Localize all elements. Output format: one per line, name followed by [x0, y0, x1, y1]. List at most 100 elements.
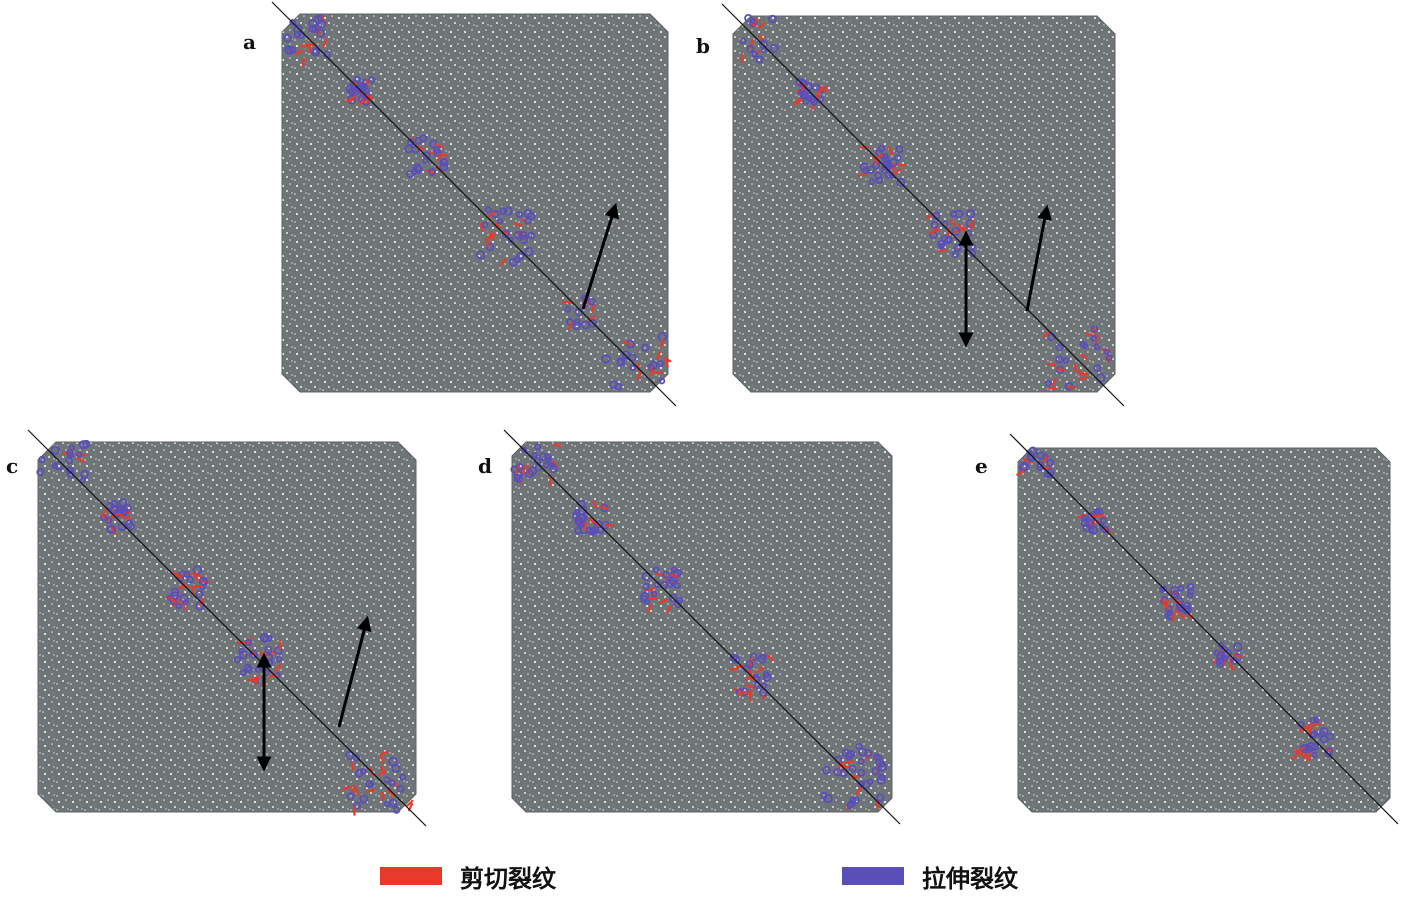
tension-crack [1064, 381, 1074, 391]
tension-crack [746, 44, 755, 53]
tension-crack [520, 446, 528, 454]
tension-crack [38, 455, 46, 464]
fault-line-e [1009, 433, 1399, 825]
tension-crack [1082, 523, 1092, 533]
shear-crack [1304, 752, 1311, 760]
tension-crack [571, 321, 581, 331]
shear-crack [76, 457, 85, 463]
tension-crack [515, 211, 523, 219]
shear-crack [755, 666, 764, 673]
tension-crack [1166, 609, 1173, 617]
tension-crack [245, 639, 253, 647]
tension-crack [286, 46, 294, 55]
tension-crack [1232, 652, 1242, 663]
shear-crack [308, 43, 312, 54]
crack-zone-d [510, 442, 888, 811]
tension-crack [1310, 730, 1318, 739]
shear-crack [958, 224, 965, 232]
shear-crack [844, 760, 854, 764]
shear-crack [561, 300, 571, 304]
shear-crack [191, 585, 195, 596]
shear-crack [406, 799, 414, 807]
tension-crack [549, 464, 558, 474]
tension-crack [66, 451, 74, 459]
tension-crack [889, 158, 899, 167]
legend-item-tension: 拉伸裂纹 [842, 862, 1018, 893]
tension-crack [1099, 516, 1107, 524]
tension-crack [1217, 641, 1225, 648]
tension-crack [195, 590, 204, 599]
tension-crack [639, 594, 648, 603]
tension-crack [576, 518, 586, 528]
tension-crack [120, 509, 127, 516]
tension-crack [745, 660, 754, 669]
tension-crack [749, 18, 758, 28]
tension-crack [170, 591, 180, 601]
tension-crack [951, 250, 959, 258]
shear-crack [1080, 353, 1089, 361]
shear-crack [345, 98, 355, 103]
tension-crack [513, 470, 523, 480]
shear-crack [353, 786, 360, 795]
tension-crack [383, 776, 391, 784]
tension-crack [938, 240, 945, 247]
tension-crack [673, 600, 683, 609]
shear-crack [891, 162, 897, 172]
panel-label-e: e [975, 454, 988, 478]
tension-crack [353, 801, 362, 810]
tension-crack [877, 144, 886, 153]
shear-crack [300, 43, 310, 48]
tension-crack [358, 81, 368, 92]
tension-crack [1215, 657, 1224, 665]
panel-label-c: c [6, 454, 19, 478]
tension-crack [729, 653, 739, 663]
shear-crack [928, 229, 938, 235]
tension-crack [1216, 654, 1223, 661]
shear-crack [1077, 370, 1086, 376]
tension-crack [820, 791, 828, 800]
tension-crack [496, 218, 504, 225]
tension-crack [930, 220, 939, 229]
shear-crack [118, 512, 126, 520]
displacement-arrow-c [337, 615, 372, 728]
tension-crack [857, 768, 866, 777]
tension-crack [422, 151, 431, 160]
shear-crack [552, 442, 562, 448]
shear-crack [872, 155, 878, 165]
shear-crack [1067, 385, 1077, 389]
tension-crack [1019, 461, 1030, 471]
tension-crack [1170, 585, 1180, 595]
shear-crack [1095, 513, 1105, 518]
tension-crack [731, 654, 741, 664]
tension-crack [758, 39, 768, 49]
tension-crack [802, 98, 810, 105]
tension-crack [549, 462, 556, 469]
tension-crack [519, 234, 529, 245]
specimen-panel-c [27, 429, 427, 827]
shear-crack [1165, 600, 1169, 610]
tension-crack [821, 765, 831, 775]
tension-crack [545, 456, 552, 464]
tension-crack [123, 503, 132, 512]
tension-crack [289, 19, 297, 26]
shear-crack [249, 676, 258, 682]
shear-crack [660, 338, 665, 348]
tension-crack [1045, 458, 1054, 467]
tension-crack [352, 753, 361, 762]
shear-crack [294, 49, 303, 55]
tension-crack [858, 747, 868, 757]
tension-crack [577, 505, 588, 515]
tension-crack [293, 30, 302, 39]
tension-crack [107, 524, 117, 534]
shear-crack [591, 303, 595, 313]
tension-crack [601, 354, 611, 364]
shear-crack [351, 784, 356, 794]
tension-crack [896, 177, 906, 187]
shear-crack [753, 17, 758, 27]
tension-crack [485, 242, 495, 252]
tension-crack [476, 250, 486, 260]
shear-crack [192, 572, 202, 578]
tension-crack [574, 526, 582, 535]
tension-crack [484, 206, 492, 214]
